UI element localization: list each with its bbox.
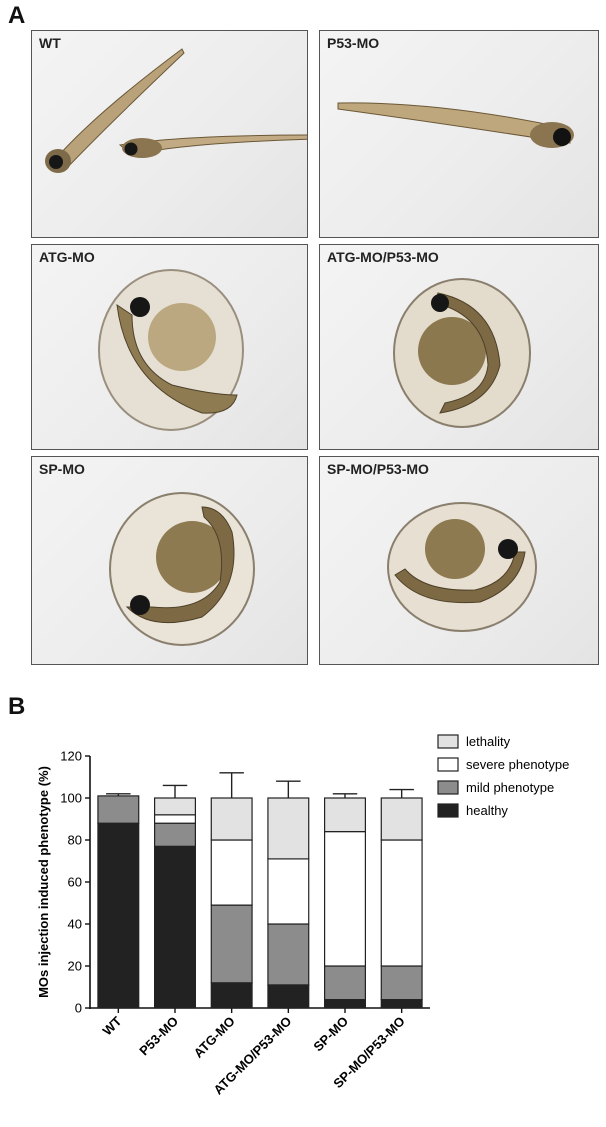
x-category-label: P53-MO — [136, 1014, 181, 1059]
y-axis-label: MOs injection induced phenotype (%) — [36, 766, 51, 998]
image-label-p53-mo: P53-MO — [327, 35, 380, 51]
legend-swatch — [437, 780, 459, 795]
bar-segment-healthy — [380, 999, 423, 1009]
bar-segment-severe-phenotype — [324, 831, 367, 967]
bar-segment-healthy — [324, 999, 367, 1009]
bar-segment-lethality — [324, 797, 367, 833]
bar-segment-lethality — [210, 797, 253, 841]
y-tick-label: 100 — [60, 791, 82, 806]
legend-label: severe phenotype — [466, 757, 569, 772]
image-tile-sp-mo: SP-MO — [31, 456, 308, 665]
y-tick-label: 20 — [68, 959, 82, 974]
image-label-sp-mo: SP-MO — [39, 461, 85, 477]
image-tile-sp-mo-p53-mo: SP-MO/P53-MO — [319, 456, 599, 665]
image-label-atg-mo-p53-mo: ATG-MO/P53-MO — [327, 249, 439, 265]
legend-label: healthy — [466, 803, 508, 818]
embryo-image — [98, 269, 244, 431]
bar-segment-healthy — [154, 845, 197, 1009]
legend-label: mild phenotype — [466, 780, 554, 795]
image-tile-atg-mo: ATG-MO — [31, 244, 308, 450]
embryo-image — [387, 502, 537, 632]
y-tick-label: 80 — [68, 833, 82, 848]
image-label-sp-mo-p53-mo: SP-MO/P53-MO — [327, 461, 429, 477]
bar-segment-lethality — [154, 797, 197, 816]
bar-segment-severe-phenotype — [154, 814, 197, 824]
embryo-image — [393, 278, 531, 428]
bar-segment-mild-phenotype — [380, 965, 423, 1001]
bar-segment-mild-phenotype — [324, 965, 367, 1001]
x-category-label: SP-MO — [310, 1014, 351, 1055]
image-tile-p53-mo: P53-MO — [319, 30, 599, 238]
y-tick-label: 60 — [68, 875, 82, 890]
bar-segment-severe-phenotype — [267, 858, 310, 925]
bar-segment-severe-phenotype — [380, 839, 423, 967]
bar-segment-healthy — [210, 982, 253, 1009]
zebrafish-larvae-image — [45, 48, 307, 173]
y-tick-label: 40 — [68, 917, 82, 932]
bar-segment-mild-phenotype — [97, 795, 140, 824]
image-label-wt: WT — [39, 35, 61, 51]
image-tile-atg-mo-p53-mo: ATG-MO/P53-MO — [319, 244, 599, 450]
panel-a-label: A — [8, 2, 26, 29]
legend-swatch — [437, 734, 459, 749]
x-category-label: ATG-MO — [191, 1014, 238, 1061]
bar-segment-lethality — [267, 797, 310, 860]
legend-swatch — [437, 803, 459, 818]
bar-segment-lethality — [380, 797, 423, 841]
embryo-image — [109, 492, 255, 646]
bar-segment-severe-phenotype — [210, 839, 253, 906]
bar-segment-mild-phenotype — [210, 904, 253, 984]
y-tick-label: 120 — [60, 749, 82, 764]
image-tile-wt: WT — [31, 30, 308, 238]
legend-label: lethality — [466, 734, 511, 749]
x-category-label: WT — [100, 1013, 125, 1038]
image-label-atg-mo: ATG-MO — [39, 249, 95, 265]
y-tick-label: 0 — [75, 1001, 82, 1016]
bar-segment-mild-phenotype — [154, 822, 197, 847]
zebrafish-larva-image — [337, 102, 574, 148]
bar-segment-healthy — [267, 984, 310, 1009]
legend-swatch — [437, 757, 459, 772]
bar-segment-healthy — [97, 822, 140, 1009]
bar-segment-mild-phenotype — [267, 923, 310, 986]
panel-b-label: B — [8, 693, 26, 720]
